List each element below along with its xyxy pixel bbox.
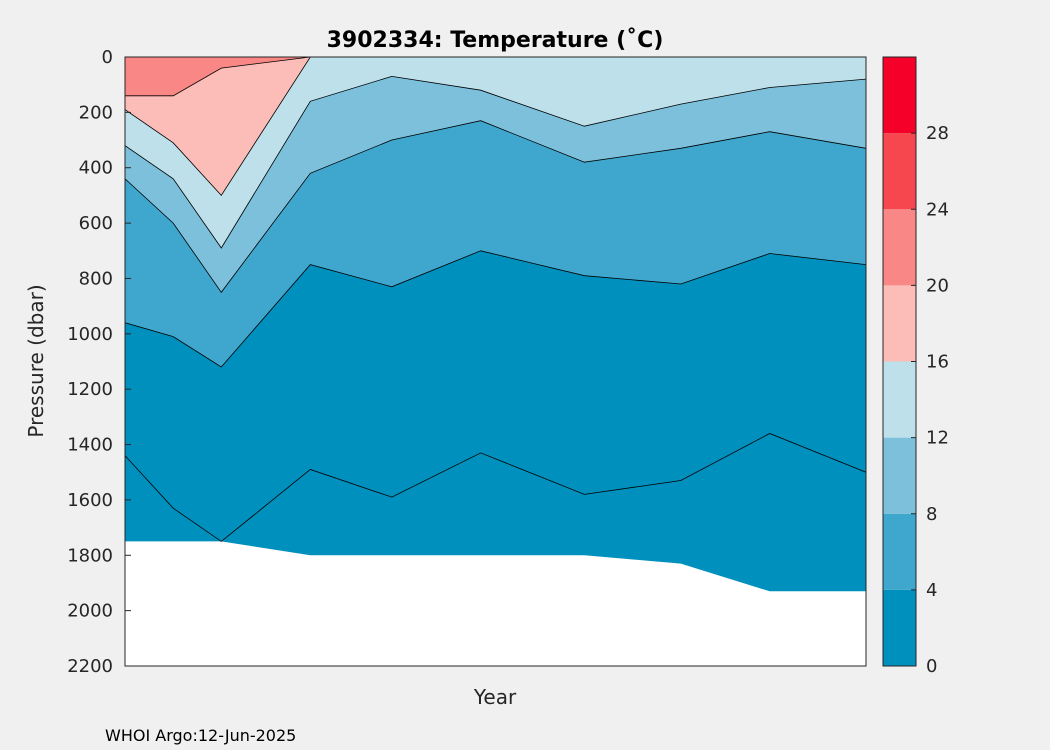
y-tick-label: 1000 xyxy=(67,324,113,345)
colorbar-block-4 xyxy=(883,513,916,590)
colorbar-block-12 xyxy=(883,361,916,438)
y-tick-label: 0 xyxy=(102,47,113,68)
colorbar-tick-label: 16 xyxy=(926,352,949,373)
colorbar: 0 4 8 12 16 20 24 28 xyxy=(882,56,949,677)
colorbar-tick-label: 12 xyxy=(926,428,949,449)
contour-line-8 xyxy=(124,120,867,293)
colorbar-block-16 xyxy=(883,285,916,362)
colorbar-block-8 xyxy=(883,437,916,514)
y-tick-label: 400 xyxy=(79,158,113,179)
chart-title: 3902334: Temperature (˚C) xyxy=(327,28,664,53)
y-tick-label: 200 xyxy=(79,102,113,123)
x-axis-label: Year xyxy=(473,685,517,709)
colorbar-ticks: 0 4 8 12 16 20 24 28 xyxy=(911,123,949,677)
y-tick-label: 1600 xyxy=(67,490,113,511)
contour-line-4 xyxy=(124,250,867,368)
colorbar-block-20 xyxy=(883,209,916,286)
contour-line-12 xyxy=(124,75,867,249)
plot-frame xyxy=(124,56,867,667)
colorbar-block-0 xyxy=(883,589,916,666)
y-tick-label: 800 xyxy=(79,268,113,289)
y-tick-label: 1800 xyxy=(67,545,113,566)
no-data-region xyxy=(125,541,866,666)
colorbar-tick-label: 0 xyxy=(926,656,937,677)
colorbar-blocks xyxy=(883,57,916,666)
contour-line-0 xyxy=(124,433,867,542)
colorbar-block-24 xyxy=(883,133,916,210)
footer-credit: WHOI Argo:12-Jun-2025 xyxy=(105,726,296,745)
colorbar-tick-label: 20 xyxy=(926,275,949,296)
y-tick-label: 600 xyxy=(79,213,113,234)
colorbar-tick-label: 8 xyxy=(926,504,937,525)
y-tick-label: 2200 xyxy=(67,656,113,677)
y-tick-label: 1400 xyxy=(67,435,113,456)
y-axis-ticks: 0 200 400 600 800 1000 1200 1400 1600 1800 2000 220… xyxy=(67,47,131,677)
y-axis-label: Pressure (dbar) xyxy=(24,284,48,437)
temperature-bands xyxy=(125,57,866,667)
colorbar-tick-label: 28 xyxy=(926,123,949,144)
colorbar-tick-label: 24 xyxy=(926,199,949,220)
y-tick-label: 1200 xyxy=(67,379,113,400)
colorbar-tick-label: 4 xyxy=(926,580,937,601)
plot-area: 0 200 400 600 800 1000 1200 1400 1600 1800 2000 220… xyxy=(67,47,867,677)
y-tick-label: 2000 xyxy=(67,601,113,622)
colorbar-block-28 xyxy=(883,57,916,134)
